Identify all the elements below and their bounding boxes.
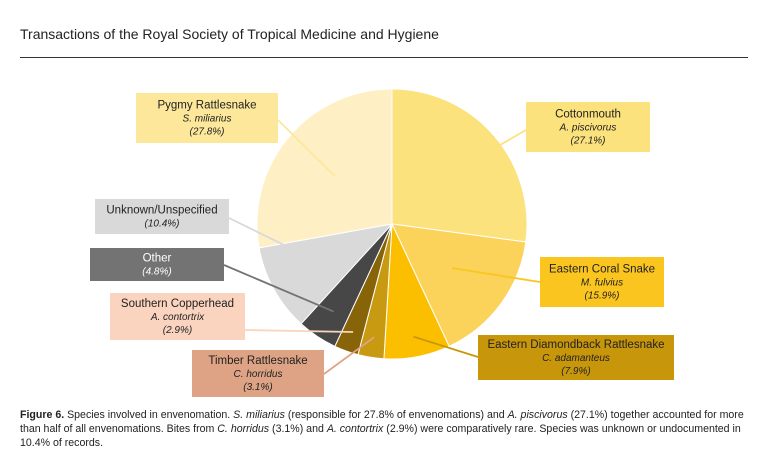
slice-label-name: Eastern Diamondback Rattlesnake bbox=[487, 339, 664, 351]
label-box bbox=[110, 293, 245, 340]
slice-label-name: Unknown/Unspecified bbox=[106, 205, 217, 217]
slice-label-species: A. piscivorus bbox=[559, 123, 617, 134]
label-box bbox=[90, 248, 224, 281]
slice-label-percent_label: (27.8%) bbox=[189, 127, 224, 138]
label-box bbox=[192, 350, 324, 397]
caption-part: S. miliarius bbox=[233, 409, 285, 421]
slice-label-percent_label: (27.1%) bbox=[570, 136, 605, 147]
slice-label-other: Other (4.8%) bbox=[90, 248, 224, 281]
leader-line-unknown-unspecified bbox=[228, 217, 322, 265]
label-box bbox=[95, 199, 229, 234]
slice-label-percent_label: (7.9%) bbox=[561, 366, 590, 377]
slice-label-species: S. miliarius bbox=[183, 114, 232, 125]
slice-label-species: M. fulvius bbox=[581, 278, 623, 289]
slice-label-species: A. contortrix bbox=[150, 312, 205, 323]
slice-labels: Cottonmouth A. piscivorus (27.1%) Eastern C… bbox=[90, 93, 674, 397]
slice-label-name: Southern Copperhead bbox=[121, 298, 234, 310]
leader-line-other bbox=[223, 264, 334, 313]
label-box bbox=[540, 257, 664, 307]
slice-label-name: Cottonmouth bbox=[555, 109, 621, 121]
slice-label-southern-copperhead: Southern Copperhead A. contortrix (2.9%) bbox=[110, 293, 245, 340]
slice-label-name: Pygmy Rattlesnake bbox=[157, 100, 256, 112]
leader-lines bbox=[223, 119, 541, 375]
leader-line-eastern-diamondback-rattlesnake bbox=[413, 335, 479, 358]
label-box bbox=[526, 102, 650, 152]
slice-label-name: Timber Rattlesnake bbox=[208, 355, 307, 367]
caption-part: (2.9%) were comparatively rare. Species … bbox=[20, 423, 741, 449]
label-box bbox=[136, 93, 278, 143]
caption-part: C. horridus bbox=[217, 423, 270, 435]
slice-label-pygmy-rattlesnake: Pygmy Rattlesnake S. miliarius (27.8%) bbox=[136, 93, 278, 143]
leader-line-southern-copperhead bbox=[244, 329, 354, 333]
caption-part: (responsible for 27.8% of envenomations)… bbox=[284, 409, 508, 421]
caption-part: A. contortrix bbox=[326, 423, 384, 435]
slice-label-species: C. adamanteus bbox=[542, 353, 610, 364]
slice-label-name: Eastern Coral Snake bbox=[549, 264, 655, 276]
slice-label-eastern-diamondback-rattlesnake: Eastern Diamondback Rattlesnake C. adaman… bbox=[478, 335, 674, 380]
caption-part: Species involved in envenomation. bbox=[64, 409, 234, 421]
slice-label-percent_label: (4.8%) bbox=[142, 267, 171, 278]
leader-line-cottonmouth bbox=[447, 129, 527, 176]
caption-part: (27.1%) together accounted for more than… bbox=[20, 409, 744, 435]
leader-line-eastern-coral-snake bbox=[451, 267, 541, 283]
slice-label-cottonmouth: Cottonmouth A. piscivorus (27.1%) bbox=[526, 102, 650, 152]
caption-part: A. piscivorus bbox=[507, 409, 568, 421]
leader-line-timber-rattlesnake bbox=[323, 336, 375, 375]
pie-slices bbox=[256, 88, 528, 360]
journal-title: Transactions of the Royal Society of Tro… bbox=[20, 26, 439, 42]
slice-label-name: Other bbox=[143, 253, 172, 265]
pie-chart: Cottonmouth A. piscivorus (27.1%) Eastern C… bbox=[90, 88, 674, 397]
pie-slice-cottonmouth bbox=[391, 88, 528, 243]
slice-label-percent_label: (3.1%) bbox=[243, 382, 272, 393]
caption-body: Species involved in envenomation. S. mil… bbox=[20, 409, 744, 449]
label-box bbox=[478, 335, 674, 380]
slice-label-species: C. horridus bbox=[234, 369, 283, 380]
slice-label-percent_label: (15.9%) bbox=[584, 291, 619, 302]
figure-caption: Figure 6. Species involved in envenomati… bbox=[20, 408, 750, 450]
slice-label-timber-rattlesnake: Timber Rattlesnake C. horridus (3.1%) bbox=[192, 350, 324, 397]
slice-label-percent_label: (2.9%) bbox=[163, 325, 192, 336]
leader-line-pygmy-rattlesnake bbox=[277, 119, 336, 178]
pie-slice-pygmy-rattlesnake bbox=[256, 88, 393, 249]
slice-label-percent_label: (10.4%) bbox=[144, 219, 179, 230]
figure-label: Figure 6. bbox=[20, 409, 65, 421]
slice-label-unknown-unspecified: Unknown/Unspecified (10.4%) bbox=[95, 199, 229, 234]
pie-slice-eastern-coral-snake bbox=[391, 223, 527, 347]
header-divider bbox=[20, 57, 748, 58]
slice-label-eastern-coral-snake: Eastern Coral Snake M. fulvius (15.9%) bbox=[540, 257, 664, 307]
caption-part: (3.1%) and bbox=[269, 423, 327, 435]
